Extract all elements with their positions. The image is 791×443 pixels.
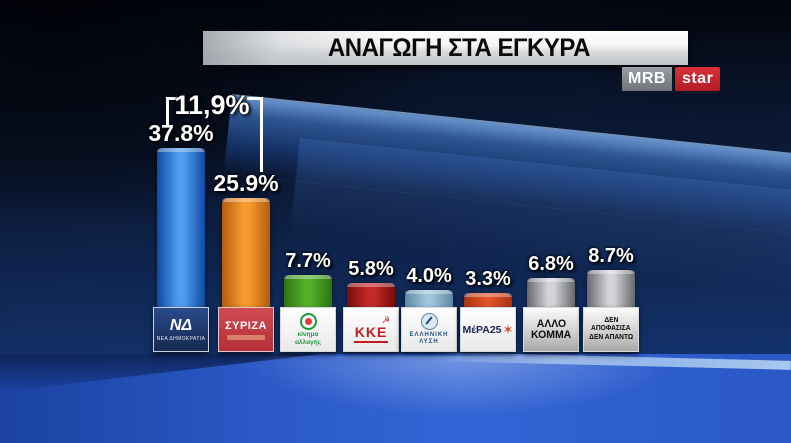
value-label: 3.3% bbox=[465, 268, 511, 291]
label-tile-den-apofasisa: ΔΕΝ ΑΠΟΦΑΣΙΣΑ ΔΕΝ ΑΠΑΝΤΩ bbox=[583, 307, 639, 352]
allo-komma-line2: ΚΟΜΜΑ bbox=[530, 328, 572, 341]
page-title: ΑΝΑΓΩΓΗ ΣΤΑ ΕΓΚΥΡΑ bbox=[327, 34, 591, 62]
bar-elliniki-lysi bbox=[405, 290, 453, 307]
hammer-sickle-icon: ☭ bbox=[381, 315, 390, 325]
bar-mera25 bbox=[464, 293, 512, 307]
kinal-logo-line2: αλλαγής bbox=[294, 338, 322, 346]
party-logo-mera25: ΜέΡΑ25 ✶ bbox=[460, 307, 516, 352]
chart-column-allo-komma: 6.8% ΑΛΛΟ ΚΟΜΜΑ bbox=[513, 0, 589, 443]
kinal-logo-line1: κίνημα bbox=[297, 331, 319, 339]
party-logo-kinima-allagis: κίνημα αλλαγής bbox=[280, 307, 336, 352]
chart-column-nea-dimokratia: 37.8% ΝΔ ΝΕΑ ΔΗΜΟΚΡΑΤΙΑ bbox=[143, 0, 219, 443]
chart-column-elliniki-lysi: 4.0% ΕΛΛΗΝΙΚΗ ΛΥΣΗ bbox=[391, 0, 467, 443]
party-logo-syriza: ΣΥΡΙΖΑ bbox=[218, 307, 274, 352]
value-label: 37.8% bbox=[148, 120, 214, 147]
floor-glow bbox=[240, 356, 680, 416]
mrb-star-logo: MRB star bbox=[622, 67, 721, 91]
party-logo-elliniki-lysi: ΕΛΛΗΝΙΚΗ ΛΥΣΗ bbox=[401, 307, 457, 352]
value-label: 6.8% bbox=[528, 253, 574, 276]
chart-column-den-apofasisa: 8.7% ΔΕΝ ΑΠΟΦΑΣΙΣΑ ΔΕΝ ΑΠΑΝΤΩ bbox=[573, 0, 649, 443]
syriza-logo-text: ΣΥΡΙΖΑ bbox=[225, 319, 267, 332]
difference-bracket-left bbox=[166, 97, 181, 126]
chart-column-kinima-allagis: 7.7% κίνημα αλλαγής bbox=[270, 0, 346, 443]
nd-logo-text: ΝΔ bbox=[169, 316, 193, 334]
den-line2: ΑΠΟΦΑΣΙΣΑ bbox=[591, 325, 631, 333]
star-channel-logo-text: star bbox=[674, 67, 721, 91]
difference-label: 11,9% bbox=[174, 90, 250, 120]
el-logo-line1: ΕΛΛΗΝΙΚΗ bbox=[409, 331, 449, 338]
party-logo-kke: ☭ ΚΚΕ bbox=[343, 307, 399, 352]
chart-column-kke: 5.8% ☭ ΚΚΕ bbox=[333, 0, 409, 443]
value-label: 8.7% bbox=[588, 245, 634, 268]
title-banner: ΑΝΑΓΩΓΗ ΣΤΑ ΕΓΚΥΡΑ bbox=[203, 31, 688, 65]
allo-komma-line1: ΑΛΛΟ bbox=[536, 318, 566, 331]
starburst-icon: ✶ bbox=[502, 322, 514, 337]
chart-column-mera25: 3.3% ΜέΡΑ25 ✶ bbox=[450, 0, 526, 443]
bar-kke bbox=[347, 282, 395, 307]
value-label: 5.8% bbox=[348, 257, 394, 280]
el-logo-line2: ΛΥΣΗ bbox=[419, 339, 439, 345]
difference-bracket-right bbox=[247, 97, 263, 172]
syriza-logo-subtitle-strip bbox=[227, 334, 265, 340]
bar-den-apofasisa bbox=[587, 270, 635, 307]
bar-allo-komma bbox=[527, 278, 575, 307]
nd-logo-caption: ΝΕΑ ΔΗΜΟΚΡΑΤΙΑ bbox=[156, 335, 206, 342]
value-label: 4.0% bbox=[406, 265, 452, 288]
mera25-logo-text: ΜέΡΑ25 bbox=[462, 323, 502, 336]
bar-syriza bbox=[222, 198, 270, 307]
kke-underline bbox=[354, 341, 388, 343]
kke-logo-text: ΚΚΕ bbox=[354, 324, 388, 340]
bar-nea-dimokratia bbox=[157, 148, 205, 307]
party-logo-nea-dimokratia: ΝΔ ΝΕΑ ΔΗΜΟΚΡΑΤΙΑ bbox=[153, 307, 209, 352]
value-label: 25.9% bbox=[213, 170, 279, 197]
compass-icon bbox=[420, 312, 438, 330]
den-line3: ΔΕΝ ΑΠΑΝΤΩ bbox=[588, 333, 634, 341]
compass-needle bbox=[424, 316, 433, 325]
bar-kinima-allagis bbox=[284, 274, 332, 307]
den-line1: ΔΕΝ bbox=[603, 316, 619, 324]
label-tile-allo-komma: ΑΛΛΟ ΚΟΜΜΑ bbox=[523, 307, 579, 352]
mrb-logo-text: MRB bbox=[622, 67, 672, 91]
chart-column-syriza: 25.9% ΣΥΡΙΖΑ bbox=[208, 0, 284, 443]
kinal-dot-icon bbox=[304, 318, 312, 326]
value-label: 7.7% bbox=[285, 249, 331, 272]
kinal-circle-icon bbox=[299, 313, 317, 331]
